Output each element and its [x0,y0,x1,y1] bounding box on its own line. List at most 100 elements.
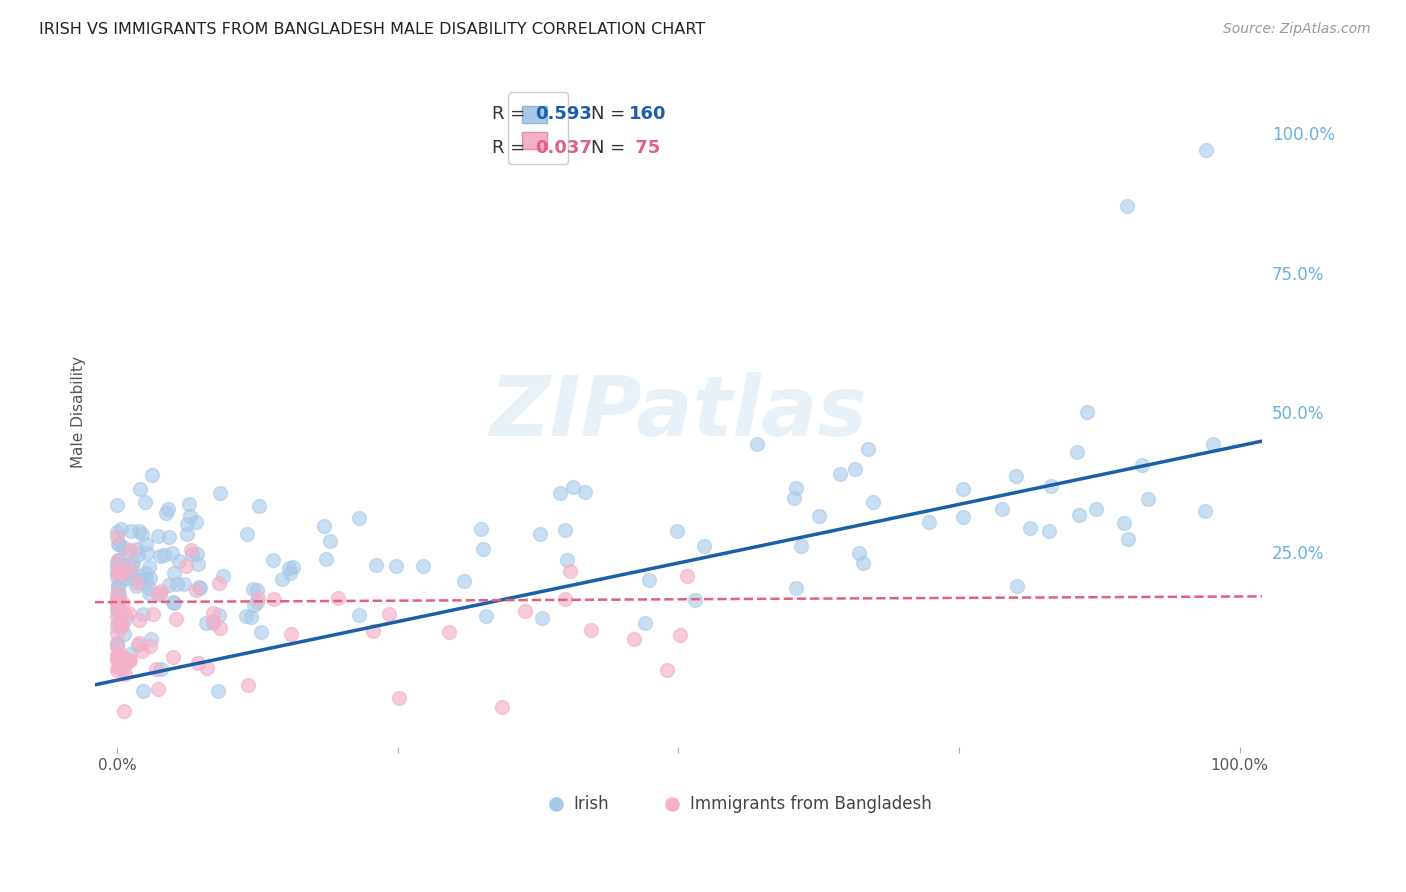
Point [246,583,269,598]
Point [107,553,129,567]
Point [105,640,128,654]
Point [634,615,657,630]
Point [852,556,875,570]
Point [162,594,184,608]
Point [117,654,139,668]
Point [209,485,232,500]
Point [364,558,387,572]
Point [247,499,270,513]
Point [180,542,202,557]
Point [105,586,128,600]
Point [1038,524,1060,538]
Point [378,607,401,622]
Point [128,482,150,496]
Point [111,618,134,632]
Point [554,524,576,538]
Point [120,653,142,667]
Point [952,482,974,496]
Point [808,508,831,523]
Point [240,610,263,624]
Point [174,558,197,573]
Point [1066,445,1088,459]
Point [638,574,661,588]
Point [530,611,553,625]
Point [107,660,129,674]
Point [157,578,180,592]
Point [132,684,155,698]
Point [202,606,225,620]
Point [160,546,183,560]
Point [187,656,209,670]
Point [666,524,689,539]
Point [271,572,294,586]
Point [179,497,201,511]
Point [149,549,172,564]
Point [236,678,259,692]
Point [105,618,128,632]
Point [1005,469,1028,483]
Point [110,617,132,632]
Point [105,557,128,571]
Point [785,482,807,496]
Point [278,561,301,575]
Point [127,576,149,591]
Point [105,597,128,611]
Point [115,570,138,584]
Text: Immigrants from Bangladesh: Immigrants from Bangladesh [690,795,932,814]
Point [105,498,128,512]
Point [250,625,273,640]
Text: 0.593: 0.593 [534,105,592,123]
Point [574,485,596,500]
Point [110,566,132,580]
Point [127,548,149,562]
Point [166,577,188,591]
Point [120,524,142,538]
Point [118,647,141,661]
Point [155,507,177,521]
Y-axis label: Male Disability: Male Disability [72,356,86,468]
Point [138,581,160,595]
Point [246,595,269,609]
Point [107,566,129,581]
Point [991,501,1014,516]
Point [385,558,408,573]
Point [139,639,162,653]
Point [785,581,807,595]
Point [107,537,129,551]
Text: 75: 75 [630,139,661,157]
Point [188,581,211,595]
Point [208,608,231,623]
Point [388,690,411,705]
Point [529,527,551,541]
Point [114,567,136,582]
Point [105,663,128,677]
Point [163,566,186,581]
Point [280,626,302,640]
Point [165,612,187,626]
Point [117,606,139,620]
Point [745,437,768,451]
Point [235,609,257,624]
Point [139,632,162,647]
Point [657,664,679,678]
Point [149,583,172,598]
Point [194,615,217,630]
Point [243,598,266,612]
Point [111,541,134,555]
Point [184,583,207,598]
Point [105,638,128,652]
Point [1076,405,1098,419]
Point [121,559,143,574]
Point [111,595,134,609]
Point [1137,491,1160,506]
Point [548,486,571,500]
Point [148,587,170,601]
Point [188,580,211,594]
Point [118,653,141,667]
Point [110,522,132,536]
Point [136,546,159,560]
Point [1194,504,1216,518]
Point [108,537,131,551]
Point [153,549,176,563]
Point [167,553,190,567]
